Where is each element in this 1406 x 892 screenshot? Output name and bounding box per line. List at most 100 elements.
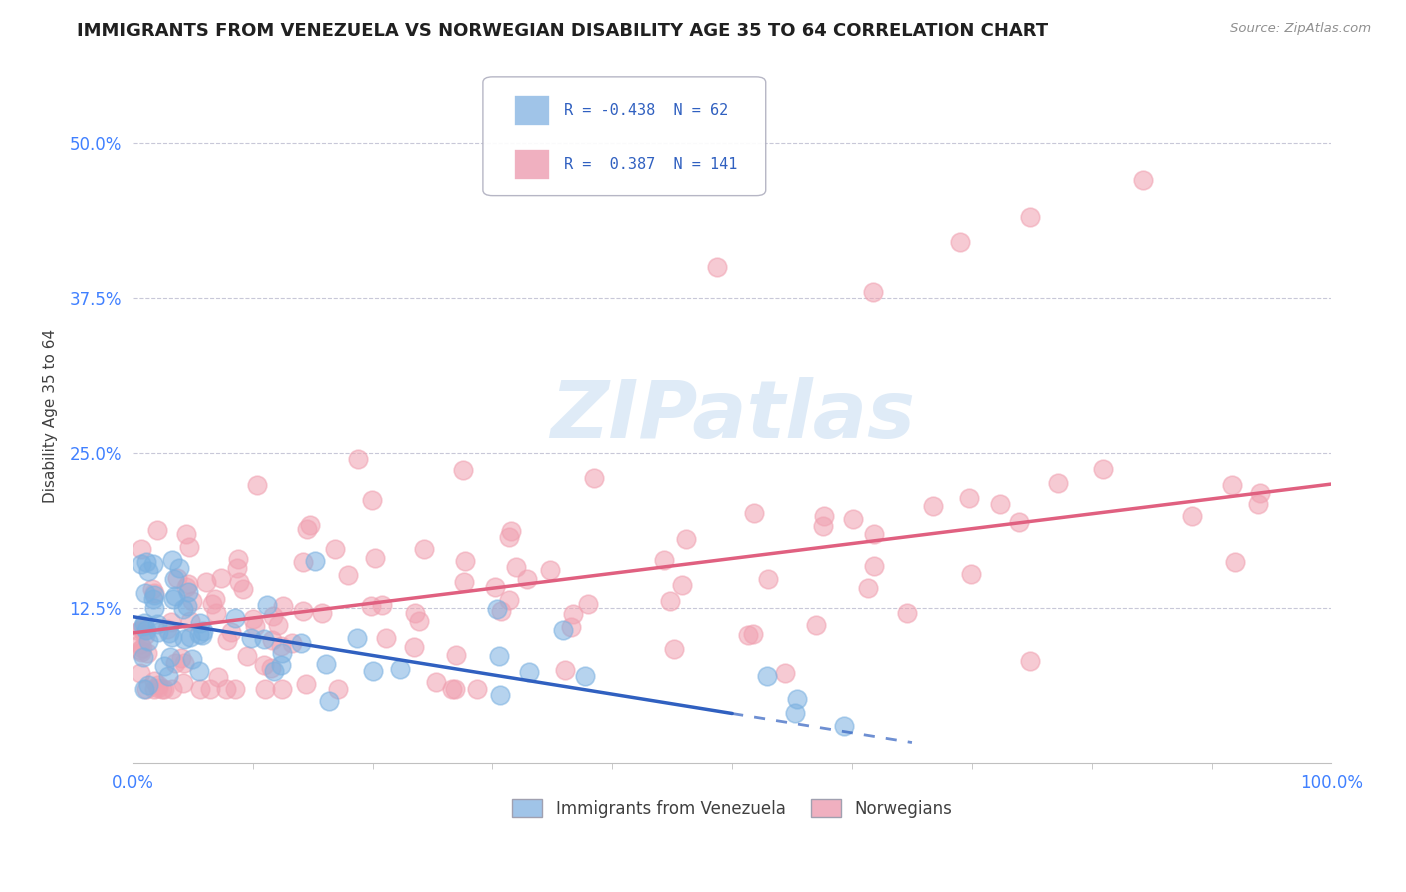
Point bbox=[360, 492, 382, 507]
Point bbox=[922, 499, 945, 513]
Point bbox=[159, 649, 181, 664]
Point bbox=[270, 639, 292, 653]
Point bbox=[146, 624, 169, 639]
Point bbox=[253, 632, 276, 647]
Point bbox=[453, 463, 475, 477]
Point bbox=[228, 574, 250, 589]
Point bbox=[129, 558, 152, 572]
Point bbox=[187, 627, 209, 641]
Point bbox=[295, 677, 318, 691]
Point bbox=[176, 599, 198, 614]
Point bbox=[425, 674, 447, 689]
Point bbox=[179, 614, 201, 628]
Point bbox=[159, 615, 181, 630]
Point bbox=[364, 551, 387, 566]
Point bbox=[177, 541, 200, 555]
Point bbox=[755, 669, 778, 683]
Point bbox=[744, 506, 766, 520]
Point bbox=[224, 611, 246, 625]
Point bbox=[134, 628, 156, 642]
Point bbox=[145, 617, 167, 632]
Point bbox=[132, 650, 155, 665]
Point bbox=[315, 657, 337, 672]
Point bbox=[201, 597, 224, 611]
Point bbox=[1181, 508, 1204, 523]
Point bbox=[498, 530, 520, 544]
Point bbox=[582, 471, 605, 485]
Point bbox=[756, 572, 779, 586]
Point bbox=[260, 661, 283, 675]
Point bbox=[959, 491, 981, 506]
Point bbox=[832, 719, 855, 733]
Point bbox=[150, 681, 173, 696]
Point bbox=[132, 616, 155, 631]
Point bbox=[360, 599, 382, 613]
Point bbox=[242, 612, 264, 626]
Point bbox=[136, 564, 159, 578]
Point bbox=[219, 625, 242, 640]
Point bbox=[146, 523, 169, 537]
Point bbox=[204, 591, 226, 606]
Point bbox=[190, 628, 212, 642]
Point bbox=[1132, 173, 1154, 187]
Point bbox=[408, 614, 430, 628]
Point bbox=[737, 628, 759, 642]
Point bbox=[562, 607, 585, 622]
Point bbox=[132, 682, 155, 697]
Point bbox=[1220, 478, 1243, 492]
Point bbox=[323, 541, 346, 556]
Point bbox=[804, 618, 827, 632]
Point bbox=[174, 526, 197, 541]
FancyBboxPatch shape bbox=[515, 149, 550, 180]
Point bbox=[136, 646, 159, 660]
Point bbox=[960, 566, 983, 581]
Point bbox=[662, 642, 685, 657]
Point bbox=[554, 663, 576, 677]
Point bbox=[1249, 486, 1271, 500]
Point bbox=[142, 592, 165, 607]
Point bbox=[271, 599, 294, 614]
Point bbox=[281, 636, 304, 650]
Point bbox=[671, 578, 693, 592]
Point bbox=[134, 586, 156, 600]
Point bbox=[318, 694, 340, 708]
Point bbox=[786, 691, 808, 706]
Point bbox=[157, 625, 180, 640]
Point bbox=[209, 571, 232, 585]
Point bbox=[1225, 555, 1247, 569]
Point bbox=[131, 622, 153, 636]
Point bbox=[172, 675, 194, 690]
Legend: Immigrants from Venezuela, Norwegians: Immigrants from Venezuela, Norwegians bbox=[506, 793, 959, 824]
Point bbox=[177, 576, 200, 591]
Point bbox=[404, 606, 426, 620]
Point bbox=[142, 586, 165, 600]
Point bbox=[465, 681, 488, 696]
Point bbox=[131, 618, 153, 632]
Point bbox=[361, 664, 384, 678]
Point bbox=[489, 688, 512, 702]
Point bbox=[412, 541, 434, 556]
Point bbox=[143, 588, 166, 602]
Point bbox=[128, 643, 150, 657]
Point bbox=[949, 235, 972, 249]
Point bbox=[181, 594, 204, 608]
Point bbox=[165, 589, 187, 603]
Point bbox=[129, 542, 152, 557]
Point bbox=[375, 631, 398, 645]
Point bbox=[226, 561, 249, 575]
Point bbox=[246, 478, 269, 492]
Point bbox=[516, 572, 538, 586]
Point bbox=[129, 645, 152, 659]
Point bbox=[194, 575, 217, 590]
Point bbox=[453, 575, 475, 590]
Point bbox=[166, 571, 188, 585]
Point bbox=[188, 616, 211, 631]
Point bbox=[152, 681, 174, 696]
Point bbox=[551, 624, 574, 638]
Point bbox=[167, 561, 190, 575]
Point bbox=[163, 572, 186, 586]
Point bbox=[173, 656, 195, 670]
Point bbox=[131, 641, 153, 656]
Point bbox=[290, 636, 312, 650]
Point bbox=[863, 558, 886, 573]
